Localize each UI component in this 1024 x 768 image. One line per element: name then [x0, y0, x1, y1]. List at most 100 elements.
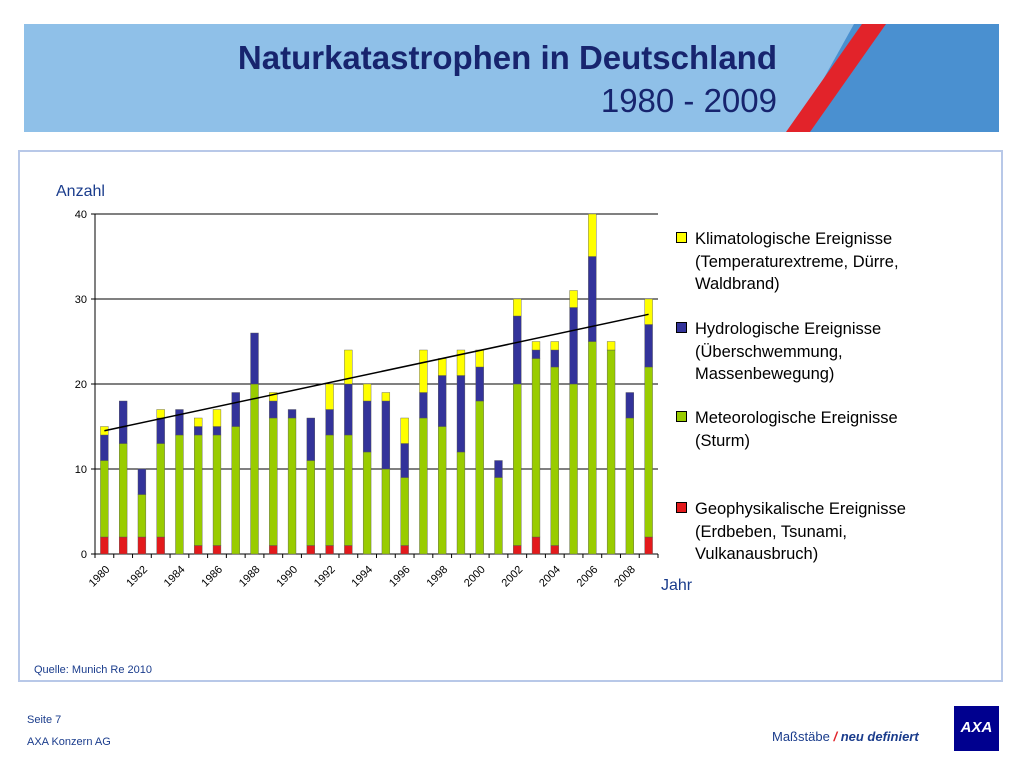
bar-segment: [644, 536, 653, 555]
bar-segment: [644, 366, 653, 538]
bar-segment: [344, 434, 353, 546]
bar-segment: [456, 375, 466, 453]
y-tick-label: 20: [75, 379, 87, 391]
bar-segment: [175, 434, 184, 555]
bar-segment: [269, 545, 278, 555]
x-tick-label: 1984: [162, 564, 188, 590]
x-tick-label: 1998: [425, 564, 451, 590]
x-tick-label: 2006: [575, 564, 601, 590]
bar-segment: [194, 417, 203, 427]
bar-segment: [269, 400, 278, 419]
bar-segment: [119, 443, 128, 538]
bar-segment: [475, 366, 484, 402]
slogan: Maßstäbe / neu definiert: [772, 729, 919, 744]
bar-segment: [137, 536, 147, 555]
bar-segment: [381, 400, 391, 470]
bar-segment: [306, 460, 315, 546]
bar-segment: [306, 545, 315, 555]
bar-segment: [137, 494, 147, 538]
legend-swatch-klimatologisch: [676, 232, 687, 243]
legend-swatch-hydrologisch: [676, 322, 687, 333]
bar-segment: [362, 451, 372, 555]
bar-segment: [250, 332, 259, 385]
bar-segment: [325, 434, 334, 546]
axa-logo: AXA: [954, 706, 999, 751]
page-subtitle: 1980 - 2009: [600, 82, 777, 119]
x-tick-label: 1990: [274, 564, 300, 590]
bar-segment: [419, 417, 428, 555]
legend-label-hydrologisch: Hydrologische Ereignisse (Überschwemmung…: [695, 320, 882, 383]
y-tick-label: 0: [81, 549, 87, 561]
bar-segment: [156, 409, 165, 419]
bar-segment: [456, 349, 466, 376]
bar-segment: [212, 409, 222, 427]
bar-segment: [513, 383, 522, 546]
y-axis-label: Anzahl: [56, 183, 105, 200]
bar-segment: [588, 341, 597, 555]
header-banner: Naturkatastrophen in Deutschland 1980 - …: [24, 24, 999, 132]
bar-segment: [550, 341, 559, 351]
bar-segment: [644, 324, 653, 368]
bar-segment: [400, 417, 409, 444]
bar-segment: [119, 400, 128, 444]
bar-segment: [513, 298, 522, 317]
bar-segment: [513, 315, 522, 385]
x-tick-label: 2002: [500, 564, 526, 590]
bar-segment: [438, 375, 447, 427]
x-tick-label: 2008: [612, 564, 638, 590]
bar-segment: [194, 426, 203, 436]
legend-swatch-meteorologisch: [676, 411, 687, 422]
x-axis-label: Jahr: [661, 577, 693, 594]
slogan-part1: Maßstäbe: [772, 729, 830, 744]
bar-segment: [569, 307, 578, 385]
bar-segment: [100, 536, 109, 555]
bar-segment: [119, 536, 128, 555]
bar-segment: [175, 409, 184, 436]
page-title: Naturkatastrophen in Deutschland: [237, 39, 777, 76]
bar-segment: [531, 341, 541, 351]
bar-segment: [212, 545, 222, 555]
bar-segment: [644, 298, 653, 325]
y-tick-label: 10: [75, 464, 87, 476]
bar-segment: [606, 341, 616, 351]
bar-segment: [606, 349, 616, 555]
bar-segment: [419, 392, 428, 419]
bar-segment: [194, 545, 203, 555]
x-tick-label: 1988: [237, 564, 263, 590]
slogan-part2: neu definiert: [840, 729, 919, 744]
bar-segment: [231, 426, 240, 555]
bar-segment: [381, 468, 391, 555]
bar-segment: [362, 400, 372, 453]
bar-segment: [231, 392, 240, 427]
bar-segment: [494, 477, 503, 555]
header-decoration: [786, 24, 999, 132]
legend-label-meteorologisch: Meteorologische Ereignisse (Sturm): [695, 409, 898, 450]
trend-line: [104, 313, 649, 432]
legend-label-geophysikalisch: Geophysikalische Ereignisse (Erdbeben, T…: [695, 500, 906, 563]
x-tick-label: 1982: [124, 564, 150, 590]
axa-logo-text: AXA: [960, 719, 993, 736]
bar-segment: [100, 434, 109, 461]
bar-segment: [269, 392, 278, 402]
bar-segment: [287, 409, 297, 419]
bar-segment: [625, 417, 634, 555]
bar-segment: [550, 545, 559, 555]
bar-segment: [137, 468, 147, 495]
y-tick-label: 30: [75, 294, 87, 306]
chart-frame: [18, 150, 1003, 682]
bar-segment: [212, 426, 222, 436]
bar-segment: [400, 443, 409, 478]
bar-segment: [588, 213, 597, 257]
bar-segment: [269, 417, 278, 546]
x-tick-label: 1980: [87, 564, 113, 590]
bar-segment: [456, 451, 466, 555]
bar-segment: [344, 349, 353, 385]
bar-segment: [513, 545, 522, 555]
bar-segment: [362, 383, 372, 402]
bar-segment: [325, 383, 334, 410]
legend-swatch-geophysikalisch: [676, 502, 687, 513]
page-number: Seite 7: [27, 714, 62, 726]
slogan-slash: /: [833, 729, 838, 744]
bar-segment: [494, 460, 503, 478]
